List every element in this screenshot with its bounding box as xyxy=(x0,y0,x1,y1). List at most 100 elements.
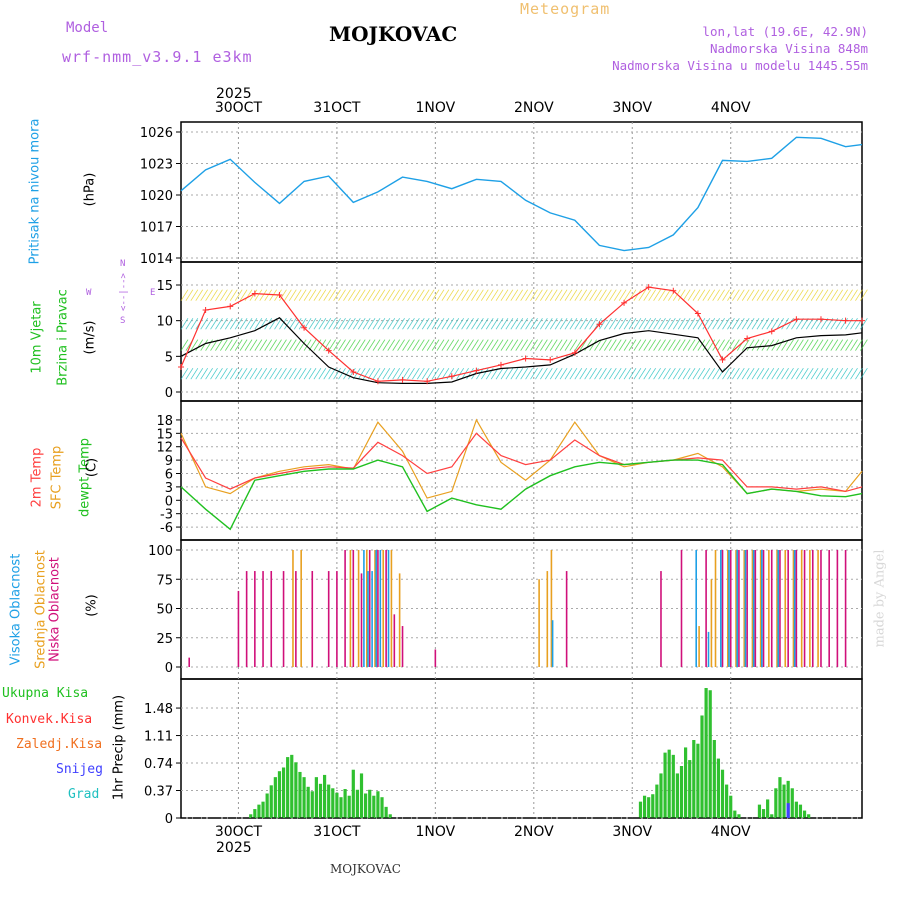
precip-bar xyxy=(774,788,778,818)
wind-barb xyxy=(515,289,524,301)
wind-gust-marker xyxy=(859,317,865,324)
wind-barb xyxy=(505,367,514,380)
precip-bar xyxy=(355,789,360,818)
wind-barb xyxy=(215,367,223,380)
wind-barb xyxy=(618,289,627,301)
wind-gust-marker xyxy=(793,316,800,323)
wind-barb xyxy=(288,367,297,380)
precip-bar xyxy=(273,777,277,818)
wind-barb xyxy=(584,289,593,301)
wind-barb xyxy=(180,318,189,330)
wind-barb xyxy=(781,318,789,330)
wind-gust-marker xyxy=(251,290,258,297)
wind-barb xyxy=(185,289,194,301)
precip-bar xyxy=(679,766,684,818)
wind-barb xyxy=(687,367,696,380)
wind-barb xyxy=(362,318,371,330)
wind-barb xyxy=(682,289,691,301)
wind-barb xyxy=(697,318,706,330)
wind-barb xyxy=(860,318,868,330)
wind-barb xyxy=(805,339,814,351)
wind-barb xyxy=(224,318,233,330)
wind-barb xyxy=(623,367,632,380)
wind-barb xyxy=(850,318,858,330)
snow-bar xyxy=(786,803,790,818)
wind-barb xyxy=(387,289,396,301)
wind-barb xyxy=(466,367,474,380)
precip-label-freezing: Zaledj.Kisa xyxy=(16,737,103,752)
date-label-bottom: 3NOV xyxy=(612,824,652,840)
precip-bar xyxy=(294,762,298,818)
wind-barb xyxy=(643,289,652,301)
wind-gust-marker xyxy=(522,355,529,362)
wind-barb xyxy=(215,289,223,301)
precip-bar xyxy=(343,789,347,818)
wind-barb xyxy=(810,367,819,380)
wind-barb xyxy=(200,318,209,330)
wind-barb xyxy=(746,367,755,380)
y-tick-label: 1026 xyxy=(140,126,173,141)
wind-barb xyxy=(480,318,489,330)
year-top: 2025 xyxy=(216,86,252,102)
y-tick-label: 5 xyxy=(165,350,173,365)
wind-barb xyxy=(613,289,622,301)
wind-gust-marker xyxy=(424,378,431,385)
wind-barb xyxy=(608,289,617,301)
wind-barb xyxy=(845,289,853,301)
wind-barb xyxy=(796,339,804,351)
wind-barb xyxy=(239,339,248,351)
y-tick-label: -3 xyxy=(160,508,173,523)
wind-barb xyxy=(372,318,381,330)
wind-barb xyxy=(318,318,327,330)
wind-gust-marker xyxy=(621,299,628,306)
wind-barb xyxy=(761,289,770,301)
model-name: wrf-nmm_v3.9.1 e3km xyxy=(62,48,253,66)
wind-barb xyxy=(530,339,538,351)
wind-barb xyxy=(229,289,238,301)
wind-barb xyxy=(687,289,696,301)
wind-barb xyxy=(712,367,721,380)
wind-barb xyxy=(810,289,819,301)
wind-barb xyxy=(668,318,676,330)
precip-label-total: Ukupna Kisa xyxy=(2,686,89,701)
wind-barb xyxy=(800,339,809,351)
wind-barb xyxy=(525,318,533,330)
wind-barb xyxy=(712,318,721,330)
wind-barb xyxy=(313,318,322,330)
wind-barb xyxy=(810,318,819,330)
wind-barb xyxy=(471,339,479,351)
wind-barb xyxy=(500,339,509,351)
wind-barb xyxy=(633,367,642,380)
wind-barb xyxy=(254,367,263,380)
wind-barb xyxy=(727,318,735,330)
wind-barb xyxy=(456,339,465,351)
precip-bar xyxy=(249,814,253,818)
precip-bar xyxy=(302,777,306,818)
wind-barb xyxy=(776,318,785,330)
wind-barb xyxy=(200,289,209,301)
wind-barb xyxy=(554,318,563,330)
wind-barb xyxy=(352,289,361,301)
panel-frame xyxy=(180,121,863,263)
wind-barb xyxy=(707,339,716,351)
wind-barb xyxy=(441,367,450,380)
y-tick-label: 1014 xyxy=(140,252,173,267)
wind-barb xyxy=(525,367,533,380)
wind-barb xyxy=(303,289,312,301)
precip-bar xyxy=(314,777,318,818)
wind-barb xyxy=(451,289,460,301)
wind-gust-marker xyxy=(202,306,209,313)
wind-barb xyxy=(461,289,469,301)
y-tick-label: 12 xyxy=(156,441,173,456)
wind-barb xyxy=(382,367,391,380)
wind-barb xyxy=(274,318,282,330)
wind-barb xyxy=(269,339,277,351)
wind-barb xyxy=(722,318,730,330)
wind-barb xyxy=(850,289,858,301)
wind-gust-marker xyxy=(399,376,406,383)
wind-barb xyxy=(820,289,829,301)
wind-barb xyxy=(485,339,494,351)
precip-bar xyxy=(766,799,770,818)
wind-speed-line xyxy=(180,317,863,384)
wind-barb xyxy=(648,367,657,380)
